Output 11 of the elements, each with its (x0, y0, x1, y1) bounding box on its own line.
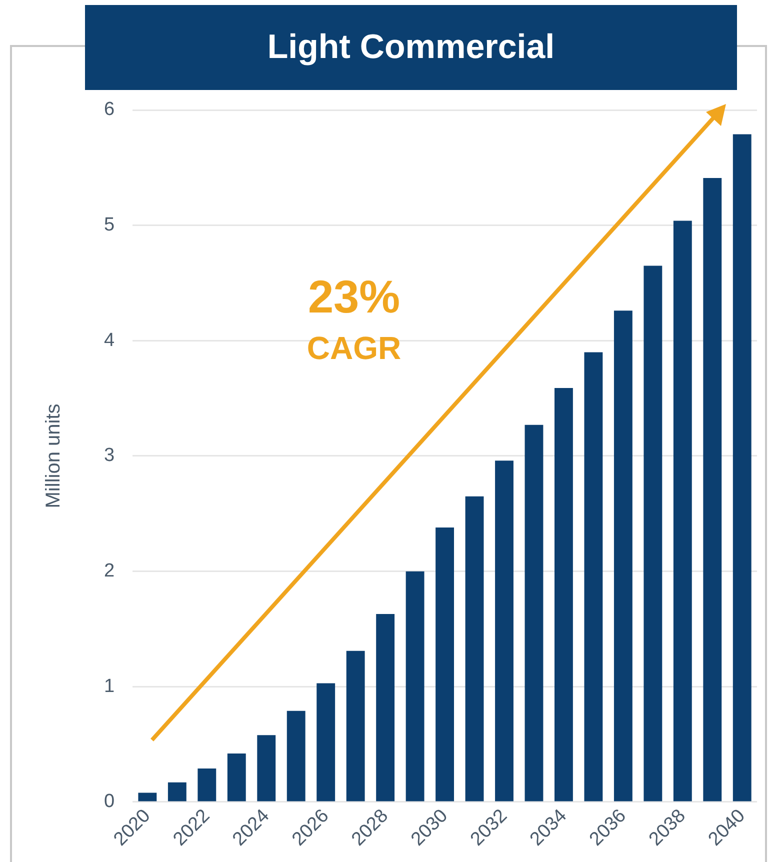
y-axis-title: Million units (42, 404, 65, 508)
y-tick-label: 6 (104, 99, 115, 120)
y-tick-label: 4 (104, 330, 115, 351)
chart-title: Light Commercial (85, 5, 737, 90)
y-tick-label: 0 (104, 791, 115, 812)
y-tick-label: 2 (104, 560, 115, 582)
y-tick-label: 3 (104, 445, 115, 466)
annotation: CAGR (306, 330, 402, 366)
y-tick-label: 5 (104, 214, 115, 236)
annotation: 23% (308, 270, 400, 323)
y-tick-label: 1 (104, 676, 115, 697)
